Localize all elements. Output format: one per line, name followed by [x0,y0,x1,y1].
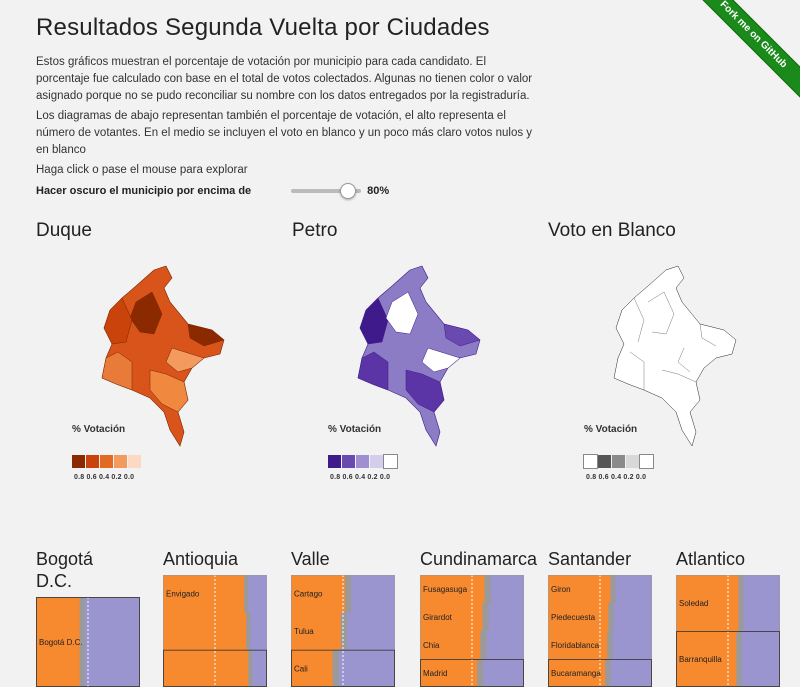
petro-map-west[interactable] [357,351,389,391]
duque-choropleth-map[interactable] [92,262,242,452]
slider-value: 80% [367,185,390,197]
dept-title-santander: Santander [548,549,632,569]
municipio-label: Giron [551,585,571,594]
dept-title-atlantico: Atlantico [676,549,746,569]
slider-label: Hacer oscuro el municipio por encima de [36,185,252,197]
blanco-area [477,575,491,687]
intro-paragraph: Estos gráficos muestran el porcentaje de… [36,56,533,102]
blanco-legend-title: % Votación [584,424,638,435]
municipio-label: Envigado [166,590,200,599]
dept-title-bogota: Bogotá D.C. [36,549,94,591]
municipio-label: Cali [294,664,308,673]
petro-legend-ticks: 0.8 0.6 0.4 0.2 0.0 [330,474,391,481]
blanco-area [605,575,616,687]
duque-legend-swatches [72,455,141,468]
municipio-label: Cartago [294,590,323,599]
municipio-label: Floridablanca [551,641,600,650]
duque-legend-title: % Votación [72,424,126,435]
petro-map-east[interactable] [443,323,481,347]
dept-title-antioquia: Antioquia [163,549,239,569]
blanco-area [736,575,744,687]
petro-map-pacific[interactable] [359,297,389,345]
municipio-label: Barranquilla [679,655,722,664]
duque-area [548,575,611,687]
duque-area [676,575,739,687]
legend-swatch [370,455,383,468]
map-title-petro: Petro [292,220,338,241]
diagram-paragraph: Los diagramas de abajo representan tambi… [36,110,533,156]
blanco-choropleth-map[interactable] [604,262,754,452]
dept-chart-santander[interactable]: Giron Piedecuesta Floridablanca Bucaramanga [548,575,652,687]
duque-area [36,597,80,687]
dept-chart-atlantico[interactable]: Soledad Barranquilla [676,575,780,687]
municipio-label: Tulua [294,627,314,636]
explore-hint: Haga click o pase el mouse para explorar [36,164,248,176]
petro-legend-swatches [328,454,398,469]
github-fork-ribbon[interactable]: Fork me on GitHub [700,0,800,100]
blanco-area [79,597,85,687]
municipio-label: Girardot [423,613,453,622]
map-title-duque: Duque [36,220,92,241]
legend-swatch [328,455,341,468]
blanco-legend-swatches [583,454,654,469]
page-title: Resultados Segunda Vuelta por Ciudades [36,14,490,41]
legend-swatch [383,454,398,469]
duque-map-llanos[interactable] [165,347,205,373]
petro-choropleth-map[interactable] [348,262,498,452]
legend-swatch [598,455,611,468]
legend-swatch [128,455,141,468]
duque-map-pacific[interactable] [103,297,133,345]
legend-swatch [86,455,99,468]
duque-area [420,575,485,687]
duque-legend-ticks: 0.8 0.6 0.4 0.2 0.0 [74,474,135,481]
dept-chart-bogota[interactable]: Bogotá D.C. [36,597,140,687]
dept-chart-valle[interactable]: Cartago Tulua Cali [291,575,395,687]
legend-swatch [100,455,113,468]
threshold-slider[interactable] [291,183,362,199]
threshold-control: Hacer oscuro el municipio por encima de … [36,183,390,199]
blanco-area [244,575,253,687]
legend-swatch [626,455,639,468]
blanco-area [332,575,352,687]
blanco-legend-ticks: 0.8 0.6 0.4 0.2 0.0 [586,474,647,481]
legend-swatch [342,455,355,468]
municipio-label: Bucaramanga [551,669,601,678]
dept-chart-cundinamarca[interactable]: Fusagasuga Girardot Chia Madrid [420,575,524,687]
duque-area [291,575,346,687]
legend-swatch [114,455,127,468]
legend-swatch [583,454,598,469]
duque-map-south[interactable] [149,369,189,413]
legend-swatch [356,455,369,468]
blanco-map-country[interactable] [613,265,737,447]
github-ribbon-container: Fork me on GitHub [700,0,800,100]
duque-area [163,575,249,687]
dept-chart-antioquia[interactable]: Envigado [163,575,267,687]
municipio-label: Chia [423,641,440,650]
municipio-label: Soledad [679,599,708,608]
slider-thumb[interactable] [340,183,357,199]
duque-map-east[interactable] [187,323,225,347]
legend-swatch [639,454,654,469]
petro-map-center[interactable] [385,291,419,335]
map-title-blanco: Voto en Blanco [548,220,676,241]
municipio-label: Bogotá D.C. [39,638,83,647]
dept-title-cundinamarca: Cundinamarca [420,549,538,569]
duque-map-west[interactable] [101,351,133,391]
legend-swatch [612,455,625,468]
petro-map-south[interactable] [405,369,445,413]
petro-legend-title: % Votación [328,424,382,435]
dept-title-valle: Valle [291,549,330,569]
municipio-label: Madrid [423,669,447,678]
municipio-label: Fusagasuga [423,585,468,594]
blanco-map-borders [629,291,717,390]
petro-map-llanos[interactable] [421,347,461,373]
legend-swatch [72,455,85,468]
municipio-label: Piedecuesta [551,613,596,622]
